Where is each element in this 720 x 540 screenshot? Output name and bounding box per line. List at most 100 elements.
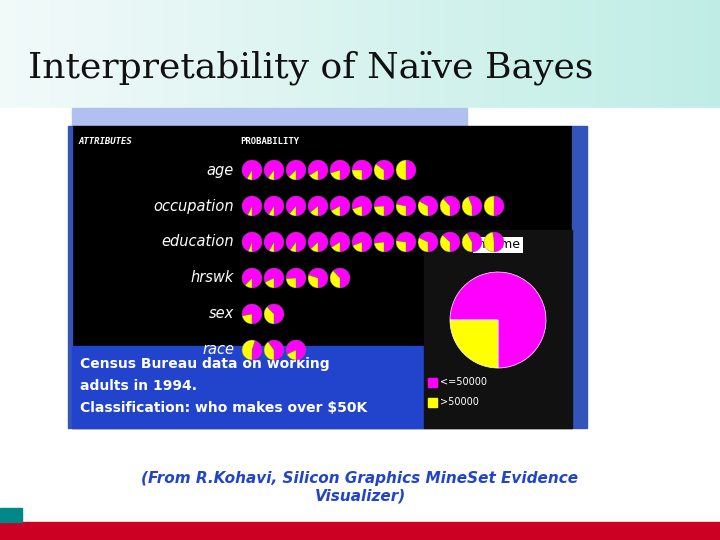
Bar [456,0,457,108]
Wedge shape [484,196,494,216]
Bar [211,0,212,108]
Bar [92,0,93,108]
Bar [355,0,356,108]
Bar [320,0,321,108]
Bar [166,0,167,108]
Text: Income: Income [475,239,521,252]
Bar [498,0,499,108]
Bar [465,0,466,108]
Bar [272,0,273,108]
Bar [72,108,467,126]
Bar [44,0,45,108]
Bar [667,0,668,108]
Bar [263,0,264,108]
Bar [430,0,431,108]
Bar [617,0,618,108]
Bar [51,0,52,108]
Bar [373,0,374,108]
Bar [98,0,99,108]
Bar [282,0,283,108]
Bar [332,0,333,108]
Bar [176,0,177,108]
Bar [654,0,655,108]
Bar [294,0,295,108]
Bar [668,0,669,108]
Wedge shape [352,196,372,216]
Bar [648,0,649,108]
Bar [45,0,46,108]
Bar [601,0,602,108]
Bar [507,0,508,108]
Bar [604,0,605,108]
Bar [573,0,574,108]
Bar [600,0,601,108]
Bar [680,0,681,108]
Bar [14,0,15,108]
Bar [354,0,355,108]
Bar [5,0,6,108]
Bar [593,0,594,108]
Bar [351,0,352,108]
Bar [347,0,348,108]
Bar [363,0,364,108]
Bar [80,0,81,108]
Bar [279,0,280,108]
Bar [522,0,523,108]
Bar [597,0,598,108]
Wedge shape [419,232,438,252]
Bar [475,0,476,108]
Bar [638,0,639,108]
Bar [431,0,432,108]
Bar [219,0,220,108]
Bar [311,0,312,108]
Bar [284,0,285,108]
Bar [362,0,363,108]
Bar [582,0,583,108]
Bar [649,0,650,108]
Bar [663,0,664,108]
Bar [148,0,149,108]
Bar [422,0,423,108]
Bar [2,0,3,108]
Bar [620,0,621,108]
Bar [636,0,637,108]
Bar [218,0,219,108]
Bar [168,0,169,108]
Bar [472,0,473,108]
Text: race: race [202,342,234,357]
Wedge shape [264,268,284,288]
Wedge shape [374,206,384,216]
Bar [515,0,516,108]
Bar [142,0,143,108]
Bar [445,0,446,108]
Bar [394,0,395,108]
Bar [557,0,558,108]
Bar [0,522,720,540]
Bar [247,0,248,108]
Bar [624,0,625,108]
Bar [48,0,49,108]
Bar [59,0,60,108]
Bar [33,0,34,108]
Bar [432,0,433,108]
Bar [120,0,121,108]
Wedge shape [290,242,296,252]
Wedge shape [242,160,262,180]
Bar [504,0,505,108]
Bar [651,0,652,108]
Bar [647,0,648,108]
Bar [236,0,237,108]
Bar [462,0,463,108]
Bar [605,0,606,108]
Bar [178,0,179,108]
Bar [378,0,379,108]
Bar [324,0,325,108]
Bar [423,0,424,108]
Bar [595,0,596,108]
Bar [28,0,29,108]
Bar [154,0,155,108]
Bar [232,0,233,108]
Bar [109,0,110,108]
Wedge shape [450,320,498,368]
Bar [26,0,27,108]
